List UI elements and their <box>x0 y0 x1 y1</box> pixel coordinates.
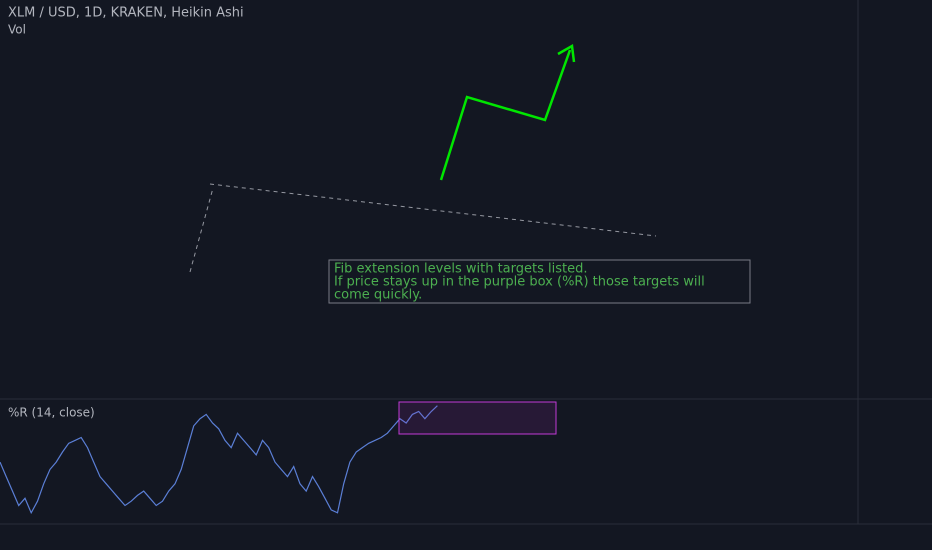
symbol-title: XLM / USD, 1D, KRAKEN, Heikin Ashi <box>8 6 244 21</box>
annotation-box <box>328 259 751 304</box>
annotation-line: Fib extension levels with targets listed… <box>334 262 587 277</box>
indicator-line <box>0 405 438 515</box>
trend-line <box>189 187 214 273</box>
volume-label: Vol <box>8 23 26 37</box>
projection-arrow <box>439 49 572 181</box>
annotation-line: If price stays up in the purple box (%R)… <box>334 275 705 290</box>
arrow-head <box>557 43 576 63</box>
indicator-pane <box>0 405 438 515</box>
indicator-title: %R (14, close) <box>8 406 95 420</box>
trend-line <box>209 183 657 237</box>
highlight-box <box>398 401 557 435</box>
annotation-line: come quickly. <box>334 288 422 303</box>
